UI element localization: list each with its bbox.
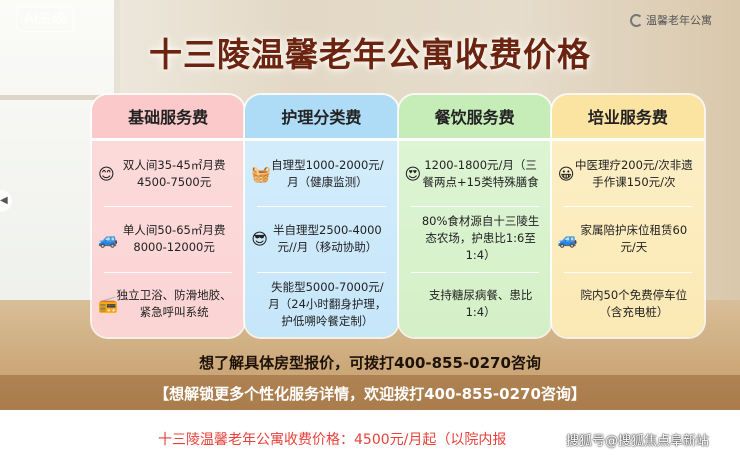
fee-item: 失能型5000-7000元/月（24小时翻身护理，护低嗍呤餐定制） (245, 271, 397, 337)
sunglasses-face-icon: 😎 (251, 229, 268, 249)
grinning-face-icon: 😀 (557, 164, 575, 184)
fee-item: 😀 中医理疗200元/次非遗手作课150元/次 (552, 141, 704, 206)
carousel-prev-arrow-icon[interactable]: ◀ (0, 190, 12, 212)
fee-cards: 基础服务费 😊 双人间35-45㎡月费4500-7500元 🚙 单人间50-65㎡月费8… (92, 95, 705, 337)
fee-item-text: 双人间35-45㎡月费4500-7500元 (122, 157, 226, 189)
fee-item-text: 80%食材源自十三陵生态农场，护患比1:6至1:4） (421, 214, 540, 263)
fee-item-text: 院内50个免费停车位（含充电桩） (580, 288, 688, 320)
fee-card: 培业服务费 😀 中医理疗200元/次非遗手作课150元/次 🚙 家属陪护床位租赁60元/… (551, 95, 704, 337)
cta-text: 想了解具体房型报价，可拨打400-855-0270咨询 (199, 354, 541, 372)
fee-item: 支持糖尿病餐、患比1:4） (399, 271, 551, 337)
fee-item: 📻 独立卫浴、防滑地胶、紧急呼叫系统 (92, 271, 244, 337)
card-title: 基础服务费 (92, 95, 245, 141)
bottom-band (0, 375, 740, 410)
fee-item-text: 家属陪护床位租赁60元/天 (580, 222, 688, 254)
poster-image: AI生成 温馨老年公寓 十三陵温馨老年公寓收费价格 ◀ 基础服务费 😊 双人间35-… (0, 0, 740, 410)
fee-item: 🚙 单人间50-65㎡月费8000-12000元 (92, 206, 244, 271)
fee-item-text: 单人间50-65㎡月费8000-12000元 (122, 222, 226, 254)
fee-item-text: 独立卫浴、防滑地胶、紧急呼叫系统 (116, 288, 232, 320)
fee-item-text: 失能型5000-7000元/月（24小时翻身护理，护低嗍呤餐定制） (268, 279, 387, 328)
fee-item: 😊 双人间35-45㎡月费4500-7500元 (92, 141, 244, 206)
poster-title: 十三陵温馨老年公寓收费价格 (149, 35, 591, 74)
fee-item-text: 中医理疗200元/次非遗手作课150元/次 (574, 157, 693, 189)
fee-item: 🚙 家属陪护床位租赁60元/天 (552, 206, 704, 271)
fee-item-text: 半自理型2500-4000元//月（移动协助） (273, 222, 382, 254)
fee-item: 院内50个免费停车位（含充电桩） (552, 271, 704, 337)
fee-item: 😍 1200-1800元/月（三餐两点+15类特殊膳食 (399, 141, 551, 206)
fee-card: 餐饮服务费 😍 1200-1800元/月（三餐两点+15类特殊膳食 80%食材源自十三… (398, 95, 551, 337)
band-text: 【想解锁更多个性化服务详情，欢迎拨打400-855-0270咨询】 (154, 385, 586, 403)
logo-icon (630, 13, 643, 27)
fruit-basket-icon: 🧺 (251, 164, 272, 184)
fee-item-text: 支持糖尿病餐、患比1:4） (428, 288, 533, 320)
car-icon: 🚙 (557, 229, 578, 249)
logo: 温馨老年公寓 (630, 12, 712, 28)
smiling-face-icon: 😊 (98, 164, 115, 184)
radio-icon: 📻 (98, 294, 118, 314)
fee-item: 🧺 自理型1000-2000元/月（健康监测） (245, 141, 397, 206)
fee-item: 😎 半自理型2500-4000元//月（移动协助） (245, 206, 397, 271)
fee-card: 护理分类费 🧺 自理型1000-2000元/月（健康监测） 😎 半自理型2500-400… (245, 95, 398, 337)
caption-text: 十三陵温馨老年公寓收费价格：4500元/月起（以院内报 (158, 432, 507, 448)
fee-item-text: 1200-1800元/月（三餐两点+15类特殊膳食 (422, 157, 539, 189)
card-title: 护理分类费 (245, 95, 398, 141)
watermark: 搜狐号@搜狐焦点阜新站 (566, 434, 710, 449)
car-icon: 🚙 (98, 229, 118, 249)
ai-generated-badge: AI生成 (16, 6, 74, 32)
fee-item-text: 自理型1000-2000元/月（健康监测） (271, 157, 384, 189)
card-title: 餐饮服务费 (398, 95, 551, 141)
fee-item: 80%食材源自十三陵生态农场，护患比1:6至1:4） (399, 206, 551, 271)
heart-eyes-face-icon: 😍 (404, 164, 422, 184)
logo-text: 温馨老年公寓 (646, 14, 712, 27)
card-title: 培业服务费 (551, 95, 704, 141)
fee-card: 基础服务费 😊 双人间35-45㎡月费4500-7500元 🚙 单人间50-65㎡月费8… (92, 95, 245, 337)
